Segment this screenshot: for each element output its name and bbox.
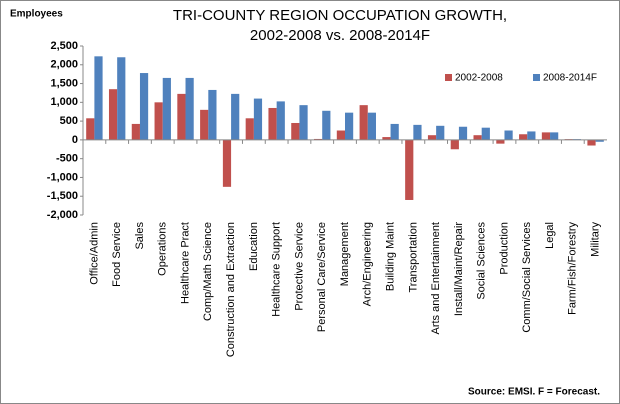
bar (208, 89, 217, 140)
x-tick-label: Legal (544, 222, 556, 249)
y-tick-label: -500 (56, 153, 78, 165)
bar (200, 109, 209, 140)
source: Source: EMSI. F = Forecast. (468, 387, 600, 398)
bar (504, 130, 513, 140)
x-tick-label: Food Service (111, 222, 123, 287)
bar (390, 123, 399, 140)
bar (527, 131, 536, 140)
legend-swatch (533, 74, 540, 81)
x-tick-label: Arts and Entertainment (430, 222, 442, 335)
bar (94, 56, 103, 140)
bar (413, 124, 422, 140)
x-tick-label: Building Maint (384, 222, 396, 291)
y-tick-label: 2,500 (50, 40, 78, 52)
bar (299, 105, 308, 140)
bar (336, 130, 345, 140)
bar (541, 132, 551, 140)
bar (367, 112, 376, 140)
y-axis-label: Employees (10, 9, 63, 20)
y-tick-label: 1,000 (50, 96, 78, 108)
bar (276, 101, 285, 140)
x-tick-label: Transportation (407, 222, 419, 293)
bar (162, 77, 171, 140)
y-tick-label: 1,500 (50, 77, 78, 89)
bar (382, 137, 391, 140)
x-tick-label: Personal Care/Service (316, 222, 328, 332)
x-tick-label: Protective Service (293, 222, 305, 311)
bar (427, 135, 437, 140)
x-tick-label: Comm/Social Services (521, 222, 533, 333)
bar (405, 139, 414, 200)
x-tick-label: Management (339, 222, 351, 286)
bar (587, 139, 596, 146)
bar (108, 89, 118, 140)
bar (245, 118, 254, 140)
bar (185, 77, 194, 140)
x-tick-label: Install/Maint/Repair (453, 222, 465, 316)
bar (154, 102, 163, 140)
x-tick-label: Healthcare Support (271, 222, 283, 317)
chart-title: TRI-COUNTY REGION OCCUPATION GROWTH, (173, 7, 507, 24)
x-tick-label: Operations (157, 222, 169, 276)
bar (177, 93, 186, 140)
bar (481, 127, 490, 140)
x-tick-label: Arch/Engineering (362, 222, 374, 306)
chart-subtitle: 2002-2008 vs. 2008-2014F (250, 27, 430, 44)
x-tick-label: Production (498, 222, 510, 275)
bar (595, 139, 604, 142)
x-tick-label: Social Sciences (476, 222, 488, 300)
x-tick-label: Comp/Math Science (202, 222, 214, 321)
legend-label: 2008-2014F (543, 73, 597, 84)
bar (550, 132, 559, 140)
bar (291, 122, 300, 140)
x-tick-label: Office/Admin (88, 222, 100, 285)
bar (496, 139, 505, 144)
x-tick-label: Sales (134, 222, 146, 250)
bar (117, 57, 126, 140)
legend-label: 2002-2008 (455, 73, 503, 84)
x-tick-label: Education (248, 222, 260, 271)
bar (253, 98, 263, 140)
bar (131, 123, 140, 140)
y-tick-label: 2,000 (50, 59, 78, 71)
bar (519, 134, 528, 140)
bar (473, 135, 482, 140)
bar (222, 139, 232, 187)
bar (86, 118, 95, 140)
x-tick-label: Construction and Extraction (225, 222, 237, 357)
x-tick-label: Military (590, 222, 602, 257)
x-tick-label: Farm/Fish/Forestry (567, 222, 579, 315)
bar (139, 73, 149, 140)
y-tick-label: 0 (72, 134, 78, 146)
bar (268, 107, 277, 140)
y-tick-label: -1,000 (47, 171, 78, 183)
bar (359, 105, 368, 140)
y-tick-label: -1,500 (47, 190, 78, 202)
bar (436, 125, 445, 140)
y-tick-label: 500 (60, 115, 78, 127)
bar (345, 112, 354, 140)
bar (450, 139, 459, 150)
bar (322, 110, 331, 140)
legend-swatch (445, 74, 452, 81)
y-tick-label: -2,000 (47, 209, 78, 221)
bar (231, 93, 240, 140)
x-tick-label: Healthcare Pract (179, 222, 191, 304)
bar (458, 126, 468, 140)
